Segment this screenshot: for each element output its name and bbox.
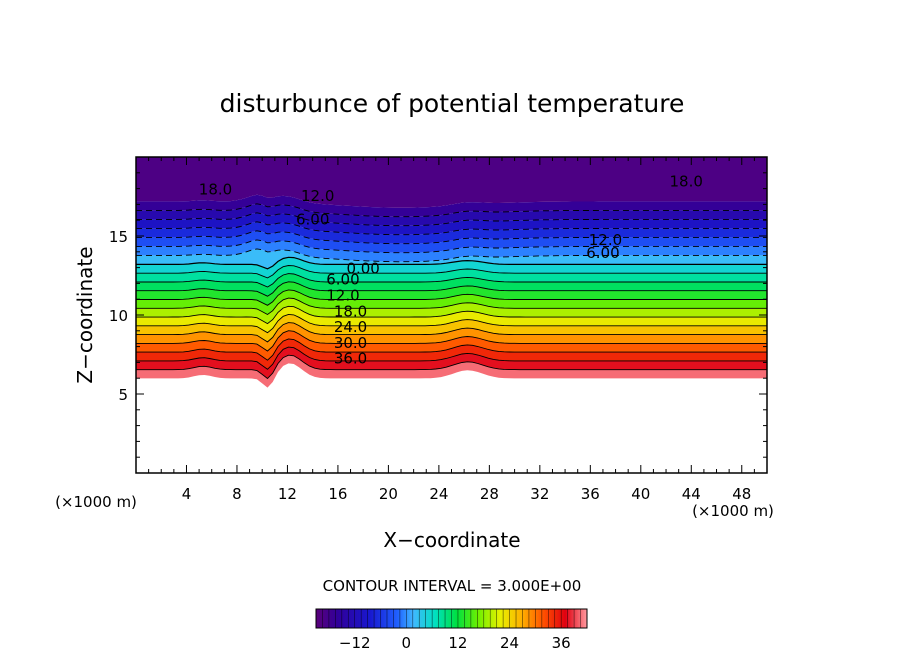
colorbar-tick-label: −12 (339, 634, 371, 652)
x-tick-label: 48 (732, 485, 751, 503)
contour-band (136, 330, 767, 361)
x-tick-label: 4 (182, 485, 192, 503)
contour-band (136, 289, 767, 315)
contour-label: 18.0 (334, 302, 367, 320)
contour-label: 0.00 (346, 260, 379, 278)
contour-label: 12.0 (589, 231, 622, 249)
contour-line (136, 305, 767, 325)
x-axis-label: X−coordinate (383, 528, 520, 552)
contour-label: 24.0 (334, 318, 367, 336)
contour-line (136, 322, 767, 343)
x-tick-label: 32 (530, 485, 549, 503)
chart-title: disturbunce of potential temperature (220, 89, 685, 118)
y-axis-label: Z−coordinate (73, 246, 97, 383)
contour-label: 36.0 (334, 350, 367, 368)
contour-labels: 18.0 18.012.06.0012.06.000.006.0012.018.0… (199, 173, 703, 368)
colorbar-tick-label: 36 (552, 634, 571, 652)
contour-line (136, 289, 767, 306)
contour-band (136, 157, 767, 208)
y-tick-label: 10 (109, 307, 128, 325)
contour-line (136, 297, 767, 316)
contour-line (136, 203, 767, 218)
contour-line (136, 265, 767, 279)
contour-band (136, 203, 767, 226)
contour-line (136, 346, 767, 370)
colorbar-tick-label: 12 (448, 634, 467, 652)
contour-band (136, 306, 767, 333)
contour-band (136, 314, 767, 342)
contour-label: 18.0 (670, 173, 703, 191)
contour-line (136, 273, 767, 288)
plot-area: 18.0 18.012.06.0012.06.000.006.0012.018.0… (136, 157, 767, 388)
colorbar-tick-label: 0 (402, 634, 412, 652)
y-tick-label: 15 (109, 228, 128, 246)
contour-line (136, 330, 767, 352)
colorbar-tick-label: 24 (500, 634, 519, 652)
x-tick-label: 8 (232, 485, 242, 503)
contour-line (136, 221, 767, 236)
contour-line (136, 281, 767, 297)
x-tick-label: 12 (278, 485, 297, 503)
x-unit-right: (×1000 m) (692, 502, 774, 520)
contour-label: 6.00 (326, 271, 359, 289)
contour-band (136, 212, 767, 235)
contour-band (136, 230, 767, 253)
contour-line (136, 338, 767, 361)
x-unit-left: (×1000 m) (55, 493, 137, 511)
contour-label: 18.0 (199, 181, 232, 199)
contour-line (136, 239, 767, 254)
contour-line (136, 354, 767, 380)
x-tick-label: 24 (429, 485, 448, 503)
x-tick-label: 44 (682, 485, 701, 503)
contour-line (136, 230, 767, 245)
contour-band (136, 322, 767, 351)
contour-band (136, 239, 767, 262)
contour-interval-note: CONTOUR INTERVAL = 3.000E+00 (323, 577, 582, 595)
contour-label: 12.0 (301, 187, 334, 205)
contour-band (136, 298, 767, 324)
contour-line (136, 313, 767, 334)
contour-band (136, 194, 767, 217)
x-tick-label: 28 (480, 485, 499, 503)
contour-line (136, 212, 767, 227)
colorbar: −12 0 12 24 36 (315, 608, 588, 652)
contour-lines (136, 203, 767, 380)
contour-band (136, 338, 767, 370)
contour-label: 6.00 (296, 211, 329, 229)
contour-line (136, 248, 767, 263)
x-tick-label: 16 (328, 485, 347, 503)
contour-label: 12.0 (326, 286, 359, 304)
y-tick-label: 5 (118, 386, 128, 404)
contour-band (136, 347, 767, 379)
x-tick-label: 40 (631, 485, 650, 503)
contour-band (136, 221, 767, 244)
contour-label: 6.00 (586, 244, 619, 262)
color-bands (136, 157, 767, 388)
x-tick-label: 36 (581, 485, 600, 503)
contour-band (136, 355, 767, 388)
x-tick-label: 20 (379, 485, 398, 503)
contour-line (136, 256, 767, 270)
contour-label: 30.0 (334, 334, 367, 352)
colorbar-frame (315, 608, 588, 629)
colorbar-ticks: −12 0 12 24 36 (339, 634, 571, 652)
